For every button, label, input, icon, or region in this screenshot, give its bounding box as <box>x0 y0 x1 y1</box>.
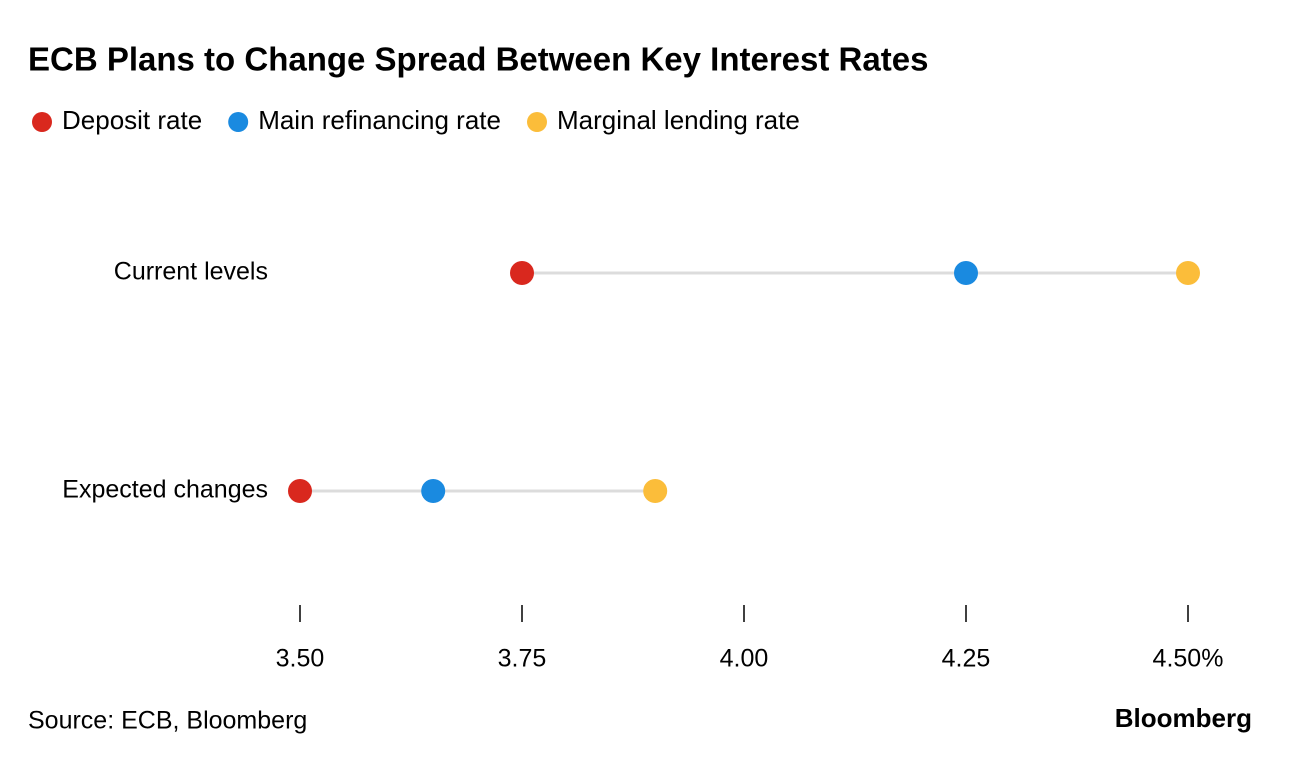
legend-swatch <box>527 112 547 132</box>
category-label: Expected changes <box>62 476 268 504</box>
x-tick-label: 4.50% <box>1153 645 1224 673</box>
dot <box>1176 261 1200 285</box>
legend-label: Marginal lending rate <box>557 105 800 135</box>
source: Source: ECB, Bloomberg <box>28 707 307 735</box>
dot <box>954 261 978 285</box>
logo: Bloomberg <box>1115 703 1252 733</box>
legend-swatch <box>228 112 249 132</box>
x-tick-label: 4.25 <box>942 645 991 673</box>
category-label: Current levels <box>114 258 268 286</box>
dot <box>421 479 446 503</box>
dot <box>510 261 534 285</box>
legend-label: Main refinancing rate <box>258 105 501 135</box>
x-tick-label: 4.00 <box>720 645 769 673</box>
x-tick-label: 3.50 <box>276 645 325 673</box>
chart-title: ECB Plans to Change Spread Between Key I… <box>28 41 928 78</box>
legend-label: Deposit rate <box>62 105 202 135</box>
dot <box>288 479 312 503</box>
x-tick-label: 3.75 <box>498 645 547 673</box>
legend-swatch <box>32 112 52 132</box>
dot <box>643 479 668 503</box>
